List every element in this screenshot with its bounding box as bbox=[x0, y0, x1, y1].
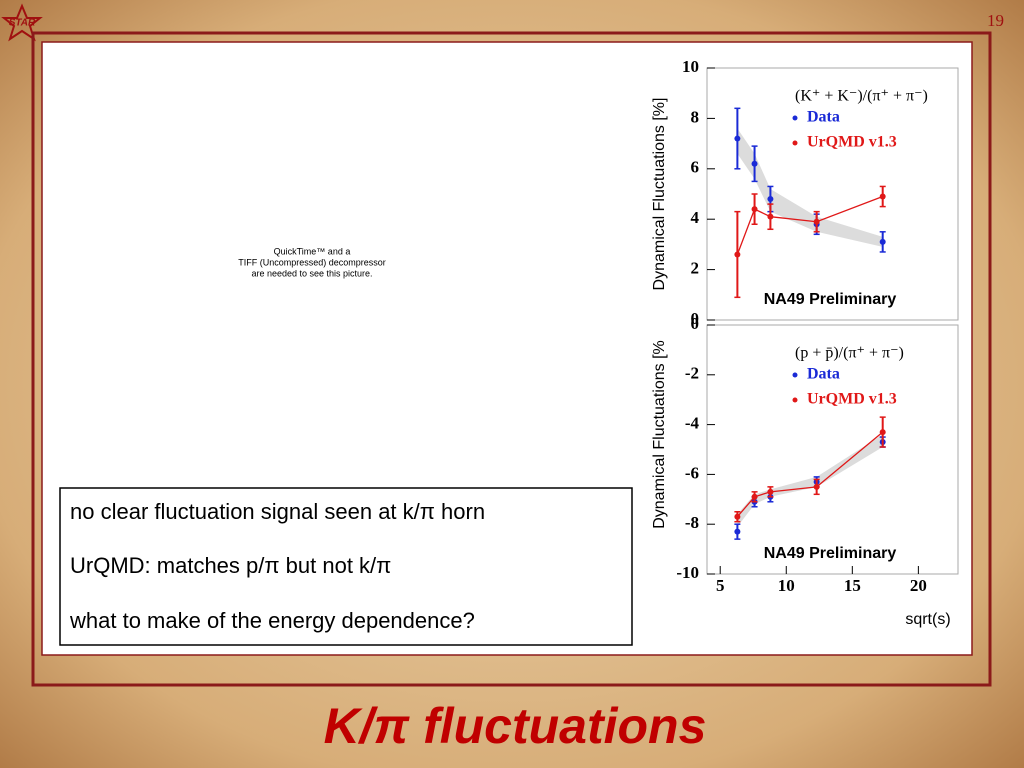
point bbox=[879, 193, 886, 200]
plot-frame bbox=[706, 67, 959, 321]
band bbox=[737, 434, 883, 527]
point bbox=[879, 429, 886, 436]
annotation: NA49 Preliminary bbox=[764, 545, 897, 562]
x-tick-label: 5 bbox=[716, 576, 725, 595]
point bbox=[751, 160, 758, 167]
legend-entry: Data bbox=[807, 109, 840, 126]
x-tick-label: 20 bbox=[910, 576, 927, 595]
y-tick-label: -2 bbox=[685, 364, 699, 383]
point bbox=[734, 135, 741, 142]
y-axis-label: Dynamical Fluctuations [% bbox=[651, 340, 668, 529]
y-tick-label: -8 bbox=[685, 513, 699, 532]
logo-star bbox=[1, 3, 43, 42]
annotation: NA49 Preliminary bbox=[764, 291, 897, 308]
text-box bbox=[59, 487, 633, 646]
legend-entry: UrQMD v1.3 bbox=[807, 391, 897, 408]
y-tick-label: -6 bbox=[685, 463, 699, 482]
point bbox=[734, 513, 741, 520]
point bbox=[767, 196, 774, 203]
plot-frame bbox=[706, 324, 959, 575]
y-tick-label: 8 bbox=[691, 107, 700, 126]
point bbox=[879, 238, 886, 245]
legend-entry: UrQMD v1.3 bbox=[807, 134, 897, 151]
legend-marker bbox=[792, 140, 798, 146]
legend-entry: Data bbox=[807, 366, 840, 383]
y-tick-label: 2 bbox=[691, 259, 700, 278]
legend-marker bbox=[792, 372, 798, 378]
y-axis-label: Dynamical Fluctuations [%] bbox=[651, 98, 668, 291]
legend-marker bbox=[792, 397, 798, 403]
y-tick-label: 0 bbox=[691, 309, 700, 328]
point bbox=[813, 483, 820, 490]
y-tick-label: -4 bbox=[685, 414, 700, 433]
point bbox=[767, 213, 774, 220]
bullet: what to make of the energy dependence? bbox=[69, 608, 475, 633]
bullet: no clear fluctuation signal seen at k/π … bbox=[70, 499, 485, 524]
frame bbox=[31, 31, 992, 687]
point bbox=[734, 528, 741, 535]
legend-title: (p + p̄)/(π⁺ + π⁻) bbox=[795, 345, 904, 362]
point bbox=[751, 206, 758, 213]
point bbox=[813, 218, 820, 225]
y-tick-label: 6 bbox=[691, 158, 700, 177]
legend-title: (K⁺ + K⁻)/(π⁺ + π⁻) bbox=[795, 88, 928, 105]
y-tick-label: 4 bbox=[691, 208, 700, 227]
placeholder-text: are needed to see this picture. bbox=[251, 268, 372, 278]
x-axis-label: sqrt(s) bbox=[905, 611, 950, 628]
placeholder-text: QuickTime™ and a bbox=[274, 246, 351, 256]
logo: STAR bbox=[9, 18, 36, 29]
x-tick-label: 15 bbox=[844, 576, 861, 595]
bullet: UrQMD: matches p/π but not k/π bbox=[70, 553, 391, 578]
point bbox=[767, 488, 774, 495]
x-tick-label: 10 bbox=[778, 576, 795, 595]
y-tick-label: -10 bbox=[676, 563, 699, 582]
point bbox=[751, 493, 758, 500]
page-number: 19 bbox=[987, 11, 1004, 30]
point bbox=[734, 251, 741, 258]
legend-marker bbox=[792, 115, 798, 121]
y-tick-label: 10 bbox=[682, 57, 699, 76]
y-tick-label: 0 bbox=[691, 314, 700, 333]
band bbox=[737, 128, 883, 247]
slide-title: K/π fluctuations bbox=[324, 698, 707, 754]
placeholder-text: TIFF (Uncompressed) decompressor bbox=[238, 257, 386, 267]
